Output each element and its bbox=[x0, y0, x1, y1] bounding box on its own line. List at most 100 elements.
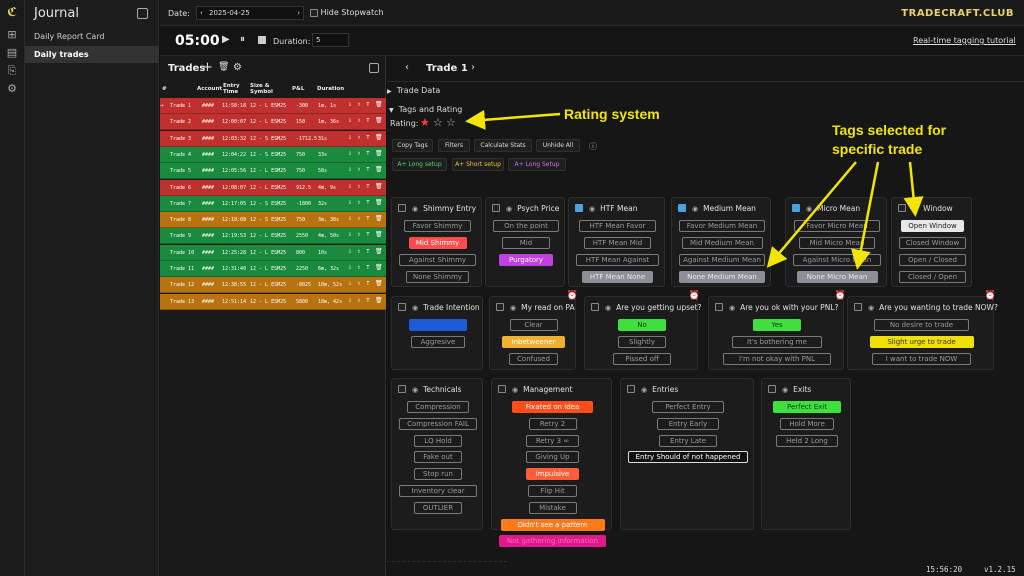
tag-chip[interactable]: Mid Shimmy bbox=[408, 237, 467, 249]
setup-tag[interactable]: A+ Long setup bbox=[392, 158, 447, 171]
eye-icon[interactable]: ◉ bbox=[641, 386, 648, 394]
pause-icon[interactable]: ⏸ bbox=[240, 34, 245, 45]
setup-tag[interactable]: A+ Short setup bbox=[452, 158, 504, 171]
trash-icon[interactable]: 🗑 bbox=[375, 166, 386, 174]
tag-chip[interactable]: Mid bbox=[502, 237, 550, 249]
tag-chip[interactable]: Mistake bbox=[528, 501, 577, 514]
toolbar-button[interactable]: Filters bbox=[438, 139, 470, 152]
trade-row[interactable]: Trade 3 #### 12:03:32 12 - S ESM25 -1712.5 31… bbox=[160, 130, 386, 147]
tag-chip[interactable]: Slightly bbox=[617, 336, 667, 348]
alarm-clock-icon[interactable]: ⏰ bbox=[834, 291, 846, 301]
sidebar-item-daily-report-card[interactable]: Daily Report Card bbox=[34, 32, 105, 41]
card-checkbox[interactable] bbox=[768, 385, 776, 393]
eye-icon[interactable]: ◉ bbox=[412, 304, 419, 312]
trash-icon[interactable]: 🗑 bbox=[375, 101, 386, 108]
card-checkbox[interactable] bbox=[715, 303, 723, 311]
download-icon[interactable]: ⇩ bbox=[348, 296, 355, 304]
tag-chip[interactable]: Conviction bbox=[409, 319, 467, 331]
pin-icon[interactable]: ⊤ bbox=[366, 149, 373, 157]
pin-icon[interactable]: ⊤ bbox=[366, 117, 373, 125]
upload-icon[interactable]: ⇧ bbox=[357, 166, 364, 174]
date-picker[interactable]: ‹ 2025-04-25 › bbox=[196, 6, 304, 20]
chevron-right-icon[interactable]: › bbox=[471, 62, 475, 73]
trade-row[interactable]: Trade 9 #### 12:19:53 12 - L ESM25 2550 4m, 5… bbox=[160, 228, 386, 245]
tag-chip[interactable]: Fixated on idea bbox=[512, 401, 593, 413]
trash-icon[interactable]: 🗑 bbox=[375, 215, 386, 223]
download-icon[interactable]: ⇩ bbox=[348, 182, 355, 190]
eye-icon[interactable]: ◉ bbox=[510, 304, 517, 312]
trash-icon[interactable]: 🗑 bbox=[375, 231, 386, 239]
tag-chip[interactable]: Retry 3 ∞ bbox=[525, 434, 580, 447]
download-icon[interactable]: ⇩ bbox=[348, 231, 355, 239]
alarm-clock-icon[interactable]: ⏰ bbox=[566, 291, 578, 301]
card-checkbox[interactable] bbox=[398, 385, 406, 393]
tag-chip[interactable]: Favor Medium Mean bbox=[679, 220, 765, 232]
pin-icon[interactable]: ⊤ bbox=[366, 231, 373, 239]
tag-chip[interactable]: Aggresive bbox=[411, 336, 465, 348]
eye-icon[interactable]: ◉ bbox=[806, 205, 813, 213]
trade-row[interactable]: Trade 5 #### 12:05:56 12 - L ESM25 750 58s ⇩ ⇧ ⊤… bbox=[160, 163, 386, 180]
card-checkbox[interactable] bbox=[591, 303, 599, 311]
tag-chip[interactable]: Inventory clear bbox=[399, 485, 477, 497]
tag-chip[interactable]: LQ Hold bbox=[414, 434, 462, 447]
tag-chip[interactable]: Closed / Open bbox=[899, 271, 966, 283]
alarm-clock-icon[interactable]: ⏰ bbox=[984, 291, 996, 301]
tag-chip[interactable]: HTF Mean Against bbox=[576, 254, 659, 266]
eye-icon[interactable]: ◉ bbox=[506, 205, 513, 213]
pin-icon[interactable]: ⊤ bbox=[366, 101, 373, 108]
card-checkbox[interactable] bbox=[678, 204, 686, 212]
trade-row[interactable]: Trade 11 #### 12:31:40 12 - L ESM25 2250 6m, … bbox=[160, 261, 386, 277]
alarm-clock-icon[interactable]: ⏰ bbox=[688, 291, 700, 301]
eye-icon[interactable]: ◉ bbox=[512, 386, 519, 394]
tag-chip[interactable]: Against Micro Mean bbox=[793, 254, 881, 266]
tag-chip[interactable]: Confused bbox=[509, 353, 558, 365]
tag-chip[interactable]: I'm not okay with PNL bbox=[722, 353, 832, 365]
tag-chip[interactable]: Perfect Entry bbox=[652, 401, 724, 413]
tag-chip[interactable]: Slight urge to trade bbox=[869, 336, 974, 348]
journal-icon[interactable]: ▤ bbox=[6, 46, 18, 59]
tag-chip[interactable]: Retry 2 bbox=[528, 417, 577, 430]
trade-row[interactable]: Trade 2 #### 12:00:07 12 - L ESM25 150 1m, 36… bbox=[160, 114, 386, 131]
upload-icon[interactable]: ⇧ bbox=[357, 215, 364, 223]
download-icon[interactable]: ⇩ bbox=[348, 101, 355, 108]
tag-chip[interactable]: HTF Mean None bbox=[581, 271, 654, 283]
tag-chip[interactable]: Open / Closed bbox=[899, 254, 966, 266]
download-icon[interactable]: ⇩ bbox=[348, 117, 355, 125]
stop-icon[interactable] bbox=[258, 36, 266, 44]
add-trade-icon[interactable]: + bbox=[202, 60, 213, 75]
tag-chip[interactable]: Favor Shimmy bbox=[403, 220, 472, 232]
tag-chip[interactable]: Entry Early bbox=[656, 417, 720, 430]
hide-stopwatch-checkbox[interactable] bbox=[310, 8, 318, 17]
trade-row[interactable]: Trade 8 #### 12:18:08 12 - S ESM25 750 3m, 38… bbox=[160, 212, 386, 229]
pin-icon[interactable]: ⊤ bbox=[366, 182, 373, 190]
tag-chip[interactable]: Not gathering information bbox=[499, 535, 606, 548]
tag-chip[interactable]: Entry Late bbox=[659, 434, 717, 447]
trash-icon[interactable]: 🗑 bbox=[375, 182, 386, 190]
gear-icon[interactable]: ⚙ bbox=[233, 62, 242, 73]
tag-chip[interactable]: Against Shimmy bbox=[399, 254, 476, 266]
tag-chip[interactable]: None Medium Mean bbox=[679, 271, 765, 283]
trash-icon[interactable]: 🗑 bbox=[218, 62, 230, 72]
trade-row[interactable]: Trade 10 #### 12:25:28 12 - L ESM25 800 10s ⇩ ⇧… bbox=[160, 244, 386, 261]
tag-chip[interactable]: None Shimmy bbox=[406, 271, 469, 283]
download-icon[interactable]: ⇩ bbox=[348, 149, 355, 157]
eye-icon[interactable]: ◉ bbox=[589, 205, 596, 213]
pin-icon[interactable]: ⊤ bbox=[366, 280, 373, 288]
pin-icon[interactable]: ⊤ bbox=[366, 247, 373, 255]
eye-icon[interactable]: ◉ bbox=[782, 386, 789, 394]
trash-icon[interactable]: 🗑 bbox=[375, 280, 386, 288]
tag-chip[interactable]: Flip Hit bbox=[528, 485, 577, 497]
trade-data-section[interactable]: ▶ Trade Data bbox=[387, 86, 440, 95]
trade-row[interactable]: Trade 12 #### 12:38:55 12 - L ESM25 -8025 10m… bbox=[160, 277, 386, 294]
toolbar-button[interactable]: Unhide All bbox=[536, 139, 580, 152]
card-checkbox[interactable] bbox=[398, 204, 406, 212]
tag-chip[interactable]: Compression FAIL bbox=[399, 417, 477, 430]
tag-chip[interactable]: I want to trade NOW bbox=[871, 353, 972, 365]
document-icon[interactable]: ⎘ bbox=[7, 64, 17, 77]
pin-icon[interactable]: ⊤ bbox=[366, 296, 373, 304]
trash-icon[interactable]: 🗑 bbox=[375, 296, 386, 304]
tag-chip[interactable]: Mid Medium Mean bbox=[681, 237, 763, 249]
tag-chip[interactable]: Open Window bbox=[901, 220, 964, 232]
app-logo-icon[interactable]: ℭ bbox=[7, 5, 17, 19]
play-icon[interactable]: ▶ bbox=[222, 34, 230, 45]
